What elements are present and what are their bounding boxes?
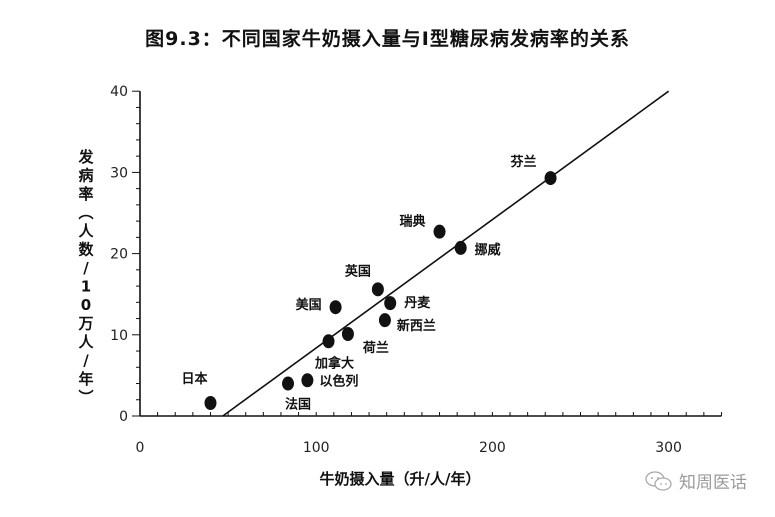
y-axis-label: 率 (78, 185, 93, 203)
data-point (454, 240, 467, 255)
point-label: 法国 (285, 397, 311, 413)
y-axis-label: 发 (77, 148, 94, 166)
y-axis-label: 人 (78, 222, 94, 240)
regression-line (222, 90, 670, 417)
y-axis-label: 病 (78, 167, 93, 185)
y-axis-label: ︵ (77, 204, 93, 222)
point-label: 日本 (181, 371, 207, 387)
data-point (341, 326, 354, 341)
y-axis-label: 0 (81, 296, 91, 314)
point-label: 加拿大 (314, 355, 354, 371)
y-axis-label: 1 (81, 278, 91, 296)
y-axis-label: 万 (77, 315, 93, 333)
watermark-text: 知周医话 (679, 473, 747, 493)
data-point (282, 376, 295, 391)
point-label: 丹麦 (404, 295, 431, 311)
data-point (322, 334, 335, 349)
point-label: 新西兰 (397, 318, 436, 334)
point-label: 英国 (344, 263, 371, 279)
point-label: 美国 (296, 297, 322, 313)
y-tick-label: 20 (110, 247, 128, 263)
data-point (329, 300, 342, 315)
y-axis-label: ︶ (77, 389, 93, 407)
y-axis-label: 人 (78, 333, 94, 351)
y-axis-label: 年 (78, 370, 93, 388)
x-tick-label: 100 (303, 440, 330, 456)
point-label: 以色列 (319, 373, 358, 389)
point-label: 芬兰 (510, 154, 537, 170)
data-point (204, 396, 217, 411)
watermark: 知周医话 (645, 468, 747, 493)
y-axis-label: / (83, 259, 89, 277)
data-point (371, 282, 384, 297)
data-point (433, 224, 446, 239)
point-label: 荷兰 (362, 340, 389, 356)
data-point (301, 373, 314, 388)
x-tick-label: 300 (655, 440, 682, 456)
y-tick-label: 30 (110, 165, 128, 181)
point-label: 瑞典 (400, 214, 426, 230)
data-point (544, 171, 557, 186)
x-axis-label: 牛奶摄入量（升/人/年） (320, 470, 481, 488)
chart-title: 图9.3：不同国家牛奶摄入量与I型糖尿病发病率的关系 (145, 28, 630, 50)
point-label: 挪威 (475, 242, 501, 258)
y-axis-label: / (83, 352, 89, 370)
data-point (384, 296, 397, 311)
wechat-icon (645, 470, 672, 491)
x-tick-label: 0 (136, 440, 145, 456)
y-tick-label: 10 (110, 328, 128, 344)
y-tick-label: 0 (119, 409, 128, 425)
x-tick-label: 200 (479, 440, 506, 456)
y-tick-label: 40 (110, 84, 128, 100)
y-axis-label: 数 (78, 241, 94, 259)
data-point (378, 313, 391, 328)
